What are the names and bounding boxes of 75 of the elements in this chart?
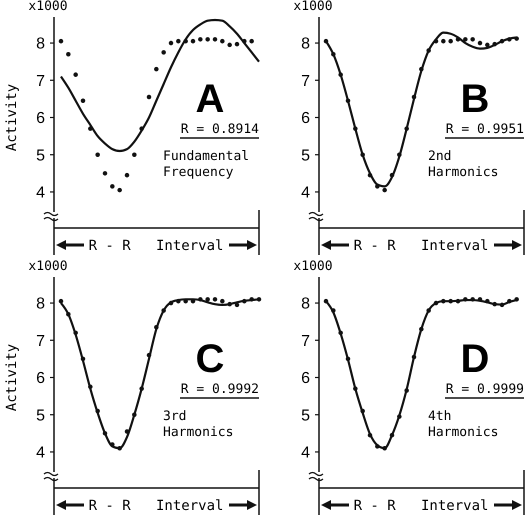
text: x1000 [293, 0, 333, 14]
point [176, 38, 181, 44]
y-tick-label: 4 [36, 184, 46, 202]
point [212, 37, 218, 42]
point [190, 38, 196, 44]
y-tick-label: 8 [36, 296, 46, 313]
y-tick-label: 6 [301, 370, 310, 388]
point [227, 42, 232, 48]
point [102, 171, 108, 176]
point [463, 37, 468, 42]
point [448, 38, 453, 44]
point [58, 38, 64, 44]
point [132, 152, 137, 157]
x-axis-title: R - R Interval [354, 238, 488, 254]
y-tick-label: 7 [36, 72, 46, 90]
y-tick-label: 5 [36, 407, 46, 424]
annotation: 4th Harmonics [428, 409, 498, 440]
point [110, 184, 115, 189]
y-tick-label: 5 [301, 407, 310, 424]
point [168, 40, 174, 46]
annotation: R = 0.9992 [180, 382, 259, 397]
annotation: R = 0.9999 [446, 382, 524, 397]
x-axis-title: R - R Interval [88, 238, 224, 254]
point [382, 188, 387, 192]
text: x1000 [28, 0, 68, 14]
text: D [460, 337, 490, 381]
point [80, 98, 86, 104]
text: x1000 [293, 259, 333, 274]
point [212, 297, 218, 302]
text: A [196, 77, 224, 121]
point [205, 297, 210, 302]
point [198, 37, 203, 42]
y-tick-label: 6 [36, 110, 46, 128]
y-tick-label: 6 [301, 110, 310, 128]
point [154, 66, 159, 72]
text: B [460, 77, 490, 121]
y-tick-label: 4 [301, 184, 310, 202]
y-tick-label: 4 [301, 444, 310, 462]
point [66, 52, 71, 56]
point [470, 37, 475, 42]
y-tick-label: 4 [36, 444, 46, 462]
y-tick-label: 5 [301, 147, 310, 164]
point [73, 72, 78, 77]
y-tick-label: 7 [301, 72, 310, 90]
annotation: R = 0.9951 [446, 122, 524, 137]
annotation: R = 0.8914 [180, 122, 260, 137]
y-axis-title: Activity [4, 344, 20, 412]
point [441, 38, 446, 44]
y-tick-label: 6 [36, 370, 46, 388]
text: x1000 [28, 259, 68, 274]
y-tick-label: 8 [301, 36, 310, 53]
y-tick-label: 5 [36, 147, 46, 164]
y-axis-title: Activity [4, 84, 20, 152]
point [161, 50, 166, 55]
y-tick-label: 8 [301, 296, 310, 313]
point [146, 94, 152, 100]
point [478, 40, 482, 46]
point [485, 42, 490, 48]
point [220, 298, 225, 304]
x-axis-title: R - R Interval [88, 498, 224, 514]
point [117, 188, 122, 192]
y-tick-label: 8 [36, 36, 46, 53]
point [95, 152, 100, 157]
point [220, 38, 225, 44]
point [249, 38, 254, 44]
point [124, 172, 130, 178]
annotation: Fundamental Frequency [163, 149, 250, 180]
point [234, 42, 240, 46]
y-tick-label: 7 [301, 332, 310, 350]
annotation: 3rd Harmonics [163, 409, 234, 440]
text: C [196, 337, 224, 381]
annotation: 2nd Harmonics [428, 149, 498, 180]
x-axis-title: R - R Interval [354, 498, 488, 514]
point [205, 37, 210, 42]
y-tick-label: 7 [36, 332, 46, 350]
